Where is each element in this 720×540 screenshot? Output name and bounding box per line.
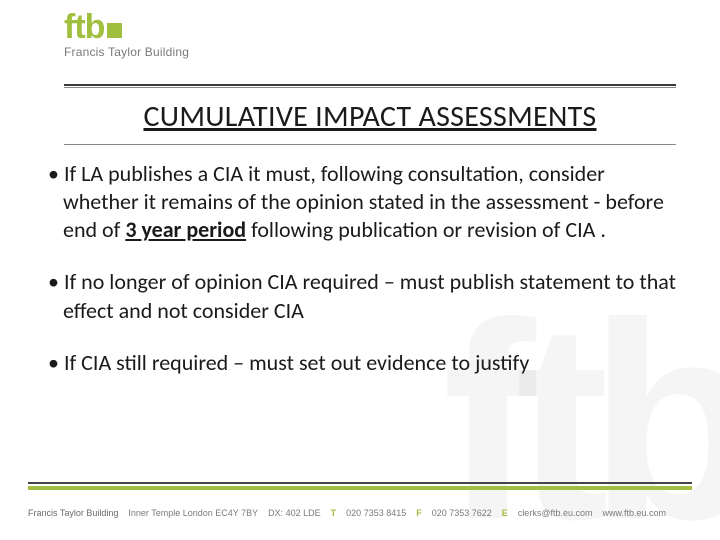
title-rule-top: [64, 84, 676, 86]
footer-rule-dark: [28, 482, 692, 484]
bullet-2: If no longer of opinion CIA required – m…: [48, 268, 676, 324]
footer-dx: DX: 402 LDE: [268, 508, 321, 518]
body: If LA publishes a CIA it must, following…: [48, 160, 676, 401]
footer-rule-green: [28, 486, 692, 490]
footer-tel: 020 7353 8415: [346, 508, 406, 518]
slide: ftb ftb Francis Taylor Building CUMULATI…: [0, 0, 720, 540]
footer-org: Francis Taylor Building: [28, 508, 118, 518]
bullet-3: If CIA still required – must set out evi…: [48, 349, 676, 377]
title-rule-bottom: [64, 144, 676, 145]
footer: Francis Taylor Building Inner Temple Lon…: [28, 508, 692, 518]
footer-fax-label: F: [416, 508, 422, 518]
footer-fax: 020 7353 7622: [432, 508, 492, 518]
footer-rules: [28, 482, 692, 490]
logo-mark: ftb: [64, 14, 189, 41]
bullet-1-emph: 3 year period: [125, 216, 246, 243]
slide-title: CUMULATIVE IMPACT ASSESSMENTS: [64, 98, 676, 135]
logo-text: ftb: [64, 14, 104, 41]
bullet-1-post: following publication or revision of CIA…: [246, 216, 606, 243]
logo-subtitle: Francis Taylor Building: [64, 45, 189, 59]
bullet-1: If LA publishes a CIA it must, following…: [48, 160, 676, 244]
footer-web: www.ftb.eu.com: [602, 508, 666, 518]
header-logo: ftb Francis Taylor Building: [64, 14, 189, 59]
footer-addr: Inner Temple London EC4Y 7BY: [128, 508, 258, 518]
footer-tel-label: T: [331, 508, 337, 518]
footer-email-label: E: [502, 508, 508, 518]
footer-email: clerks@ftb.eu.com: [518, 508, 593, 518]
logo-square-icon: [107, 23, 122, 38]
title-rule-top-thin: [64, 87, 676, 88]
